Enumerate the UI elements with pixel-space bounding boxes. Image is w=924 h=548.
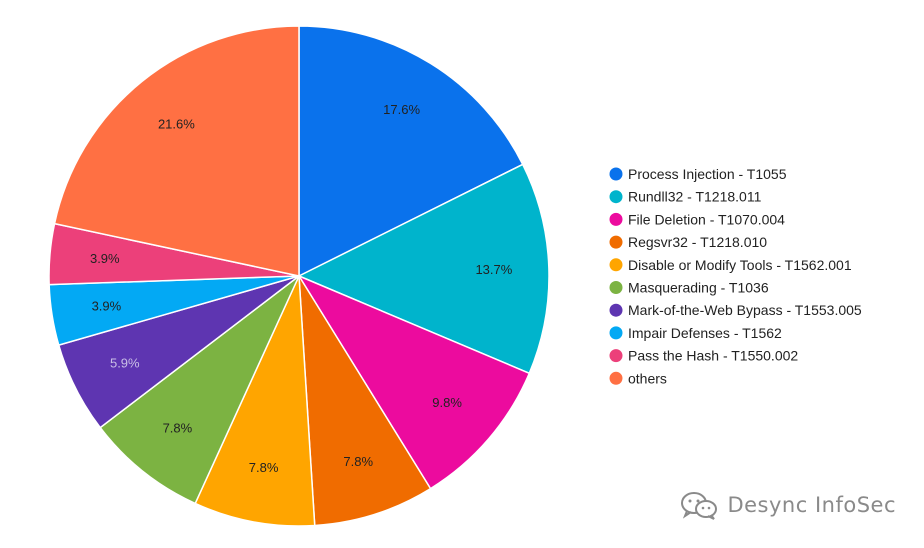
pie-slices xyxy=(48,25,550,527)
legend-marker-10 xyxy=(609,371,623,385)
legend-label-2: Rundll32 - T1218.011 xyxy=(628,189,762,205)
legend-label-10: others xyxy=(628,370,667,386)
slice-label-9: 3.9% xyxy=(90,251,120,266)
wechat-icon xyxy=(681,492,718,520)
legend-label-1: Process Injection - T1055 xyxy=(628,166,787,182)
legend-marker-1 xyxy=(609,167,623,181)
slice-label-2: 13.7% xyxy=(475,262,512,277)
slice-label-5: 7.8% xyxy=(249,460,279,475)
slice-label-7: 5.9% xyxy=(110,356,140,371)
pie-slice-2 xyxy=(297,163,550,375)
pie-slice-6 xyxy=(99,275,300,505)
legend-marker-9 xyxy=(609,349,623,363)
legend-label-9: Pass the Hash - T1550.002 xyxy=(628,348,798,364)
watermark-text: Desync InfoSec xyxy=(727,493,896,517)
legend-marker-7 xyxy=(609,303,623,317)
pie-slice-1 xyxy=(298,25,524,278)
watermark: Desync InfoSec xyxy=(679,490,896,520)
slice-label-8: 3.9% xyxy=(92,299,122,314)
slice-label-6: 7.8% xyxy=(163,420,193,435)
legend-label-6: Masquerading - T1036 xyxy=(628,280,769,296)
legend-marker-2 xyxy=(609,190,623,204)
legend-label-3: File Deletion - T1070.004 xyxy=(628,211,785,227)
slice-label-3: 9.8% xyxy=(432,395,462,410)
pie-slice-3 xyxy=(297,274,531,490)
slice-label-4: 7.8% xyxy=(343,454,373,469)
slice-label-10: 21.6% xyxy=(158,116,195,131)
legend-marker-8 xyxy=(609,326,623,340)
pie-slice-5 xyxy=(194,275,316,527)
pie-slice-10 xyxy=(53,25,300,277)
legend-marker-6 xyxy=(609,281,623,294)
legend: Process Injection - T1055 Rundll32 - T121… xyxy=(609,166,862,386)
pie-slice-4 xyxy=(298,275,432,527)
legend-label-5: Disable or Modify Tools - T1562.001 xyxy=(628,257,852,273)
slice-label-1: 17.6% xyxy=(383,102,420,117)
legend-marker-4 xyxy=(609,235,623,249)
legend-label-8: Impair Defenses - T1562 xyxy=(628,325,782,341)
legend-marker-3 xyxy=(609,212,623,226)
legend-label-7: Mark-of-the-Web Bypass - T1553.005 xyxy=(628,302,862,318)
legend-marker-5 xyxy=(609,258,623,272)
slice-labels: 17.6% 13.7% 9.8% 7.8% 7.8% 7.8% 5.9% 3.9% 3.9% 21… xyxy=(90,102,513,475)
legend-label-4: Regsvr32 - T1218.010 xyxy=(628,234,767,250)
